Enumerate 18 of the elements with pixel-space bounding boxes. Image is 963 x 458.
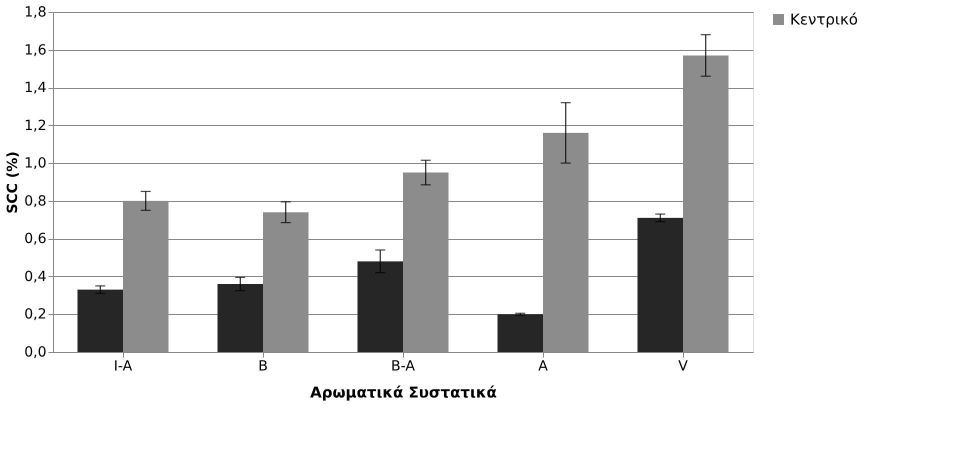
y-tick-label: 0,8 [24,193,46,210]
y-tick-label: 0,4 [24,268,47,285]
y-tick-label: 1,0 [24,156,46,172]
x-axis-title: Αρωματικά Συστατικά [310,384,497,402]
y-tick-label: 1,8 [24,4,46,20]
y-tick-label: 0,2 [24,306,46,323]
y-tick-label: 1,2 [24,118,46,134]
y-tick-label: 1,6 [24,42,47,58]
y-axis-title: SCC (%) [5,151,22,214]
x-tick-label: B-A [391,358,416,374]
y-tick-label: 0,0 [24,344,46,360]
x-tick-label: A [538,358,548,374]
y-tick-label: 0,6 [24,231,47,248]
x-tick-label: V [678,358,688,374]
x-tick-label: B [258,358,268,374]
x-tick-label: I-A [114,358,133,374]
legend-label: Κεντρικό [790,10,858,28]
y-tick-label: 1,4 [24,80,47,96]
